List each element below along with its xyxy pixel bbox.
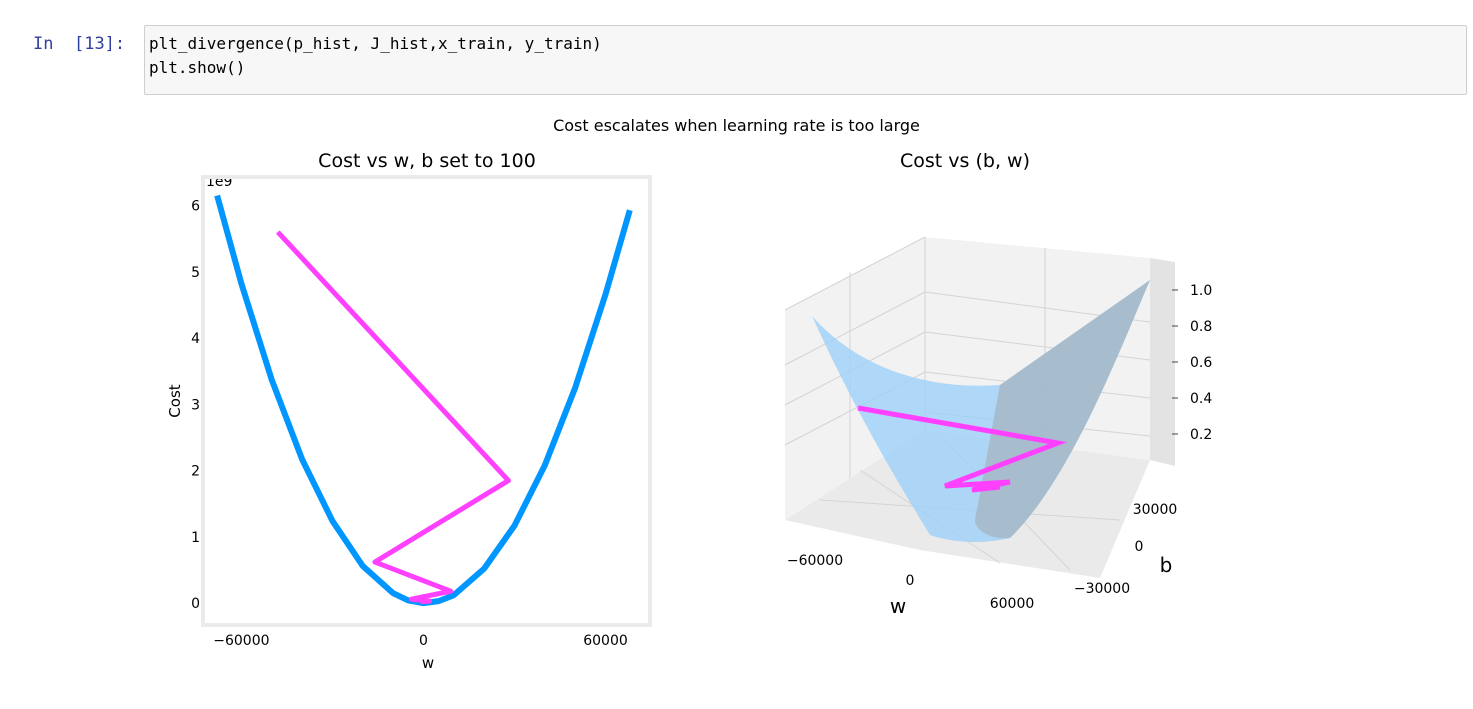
w-tick-label: 0 <box>906 573 915 589</box>
figure-suptitle: Cost escalates when learning rate is too… <box>0 116 1473 135</box>
x-tick-label: 60000 <box>583 633 628 649</box>
code-line-1[interactable]: plt_divergence(p_hist, J_hist,x_train, y… <box>149 34 602 53</box>
z-tick-marks <box>1172 289 1178 435</box>
w-axis-label-3d: w <box>890 594 906 618</box>
cell-prompt: In [13]: <box>33 34 125 54</box>
prompt-label: In <box>33 34 54 54</box>
cost-vs-bw-3d-chart: Cost vs (b, w) −60000 <box>784 150 1212 618</box>
x-tick-label: 0 <box>419 633 428 649</box>
y-tick-label: 2 <box>191 464 200 480</box>
suptitle-text: Cost escalates when learning rate is too… <box>553 116 920 135</box>
y-tick-label: 4 <box>191 331 200 347</box>
x-tick-label: −60000 <box>213 633 269 649</box>
side-wall-pane <box>1150 258 1175 466</box>
prompt-number: [13]: <box>73 34 126 54</box>
right-chart-title: Cost vs (b, w) <box>900 150 1030 172</box>
y-tick-label: 1 <box>191 530 200 546</box>
b-tick-label: 0 <box>1135 539 1144 555</box>
z-tick-label: 0.6 <box>1190 355 1212 371</box>
y-tick-label: 6 <box>191 199 200 215</box>
left-plot-frame <box>201 175 652 627</box>
z-tick-label: 0.2 <box>1190 427 1212 443</box>
cost-surface-shaded <box>975 280 1150 539</box>
gradient-descent-path-3d <box>857 405 1068 493</box>
z-tick-label: 1.0 <box>1190 283 1212 299</box>
gradient-descent-path-line <box>275 230 511 605</box>
back-wall-pane <box>785 237 1150 520</box>
y-tick-label: 0 <box>191 596 200 612</box>
code-line-2[interactable]: plt.show() <box>149 58 246 77</box>
b-axis-label-3d: b <box>1160 553 1173 577</box>
x-axis-label: w <box>422 654 434 672</box>
left-chart-title: Cost vs w, b set to 100 <box>318 150 536 172</box>
y-axis-label: Cost <box>166 384 184 417</box>
w-tick-label: −60000 <box>787 553 843 569</box>
z-tick-label: 0.8 <box>1190 319 1212 335</box>
cost-curve-line <box>214 194 633 607</box>
w-tick-label: 60000 <box>990 596 1035 612</box>
z-tick-label: 0.4 <box>1190 391 1212 407</box>
code-cell[interactable]: plt_divergence(p_hist, J_hist,x_train, y… <box>144 25 1467 95</box>
cost-vs-w-chart: Cost vs w, b set to 100 1e9 −60000 0 60000… <box>166 150 652 672</box>
y-tick-label: 3 <box>191 397 200 413</box>
b-tick-label: 30000 <box>1133 502 1178 518</box>
y-tick-label: 5 <box>191 265 200 281</box>
b-tick-label: −30000 <box>1074 581 1130 597</box>
